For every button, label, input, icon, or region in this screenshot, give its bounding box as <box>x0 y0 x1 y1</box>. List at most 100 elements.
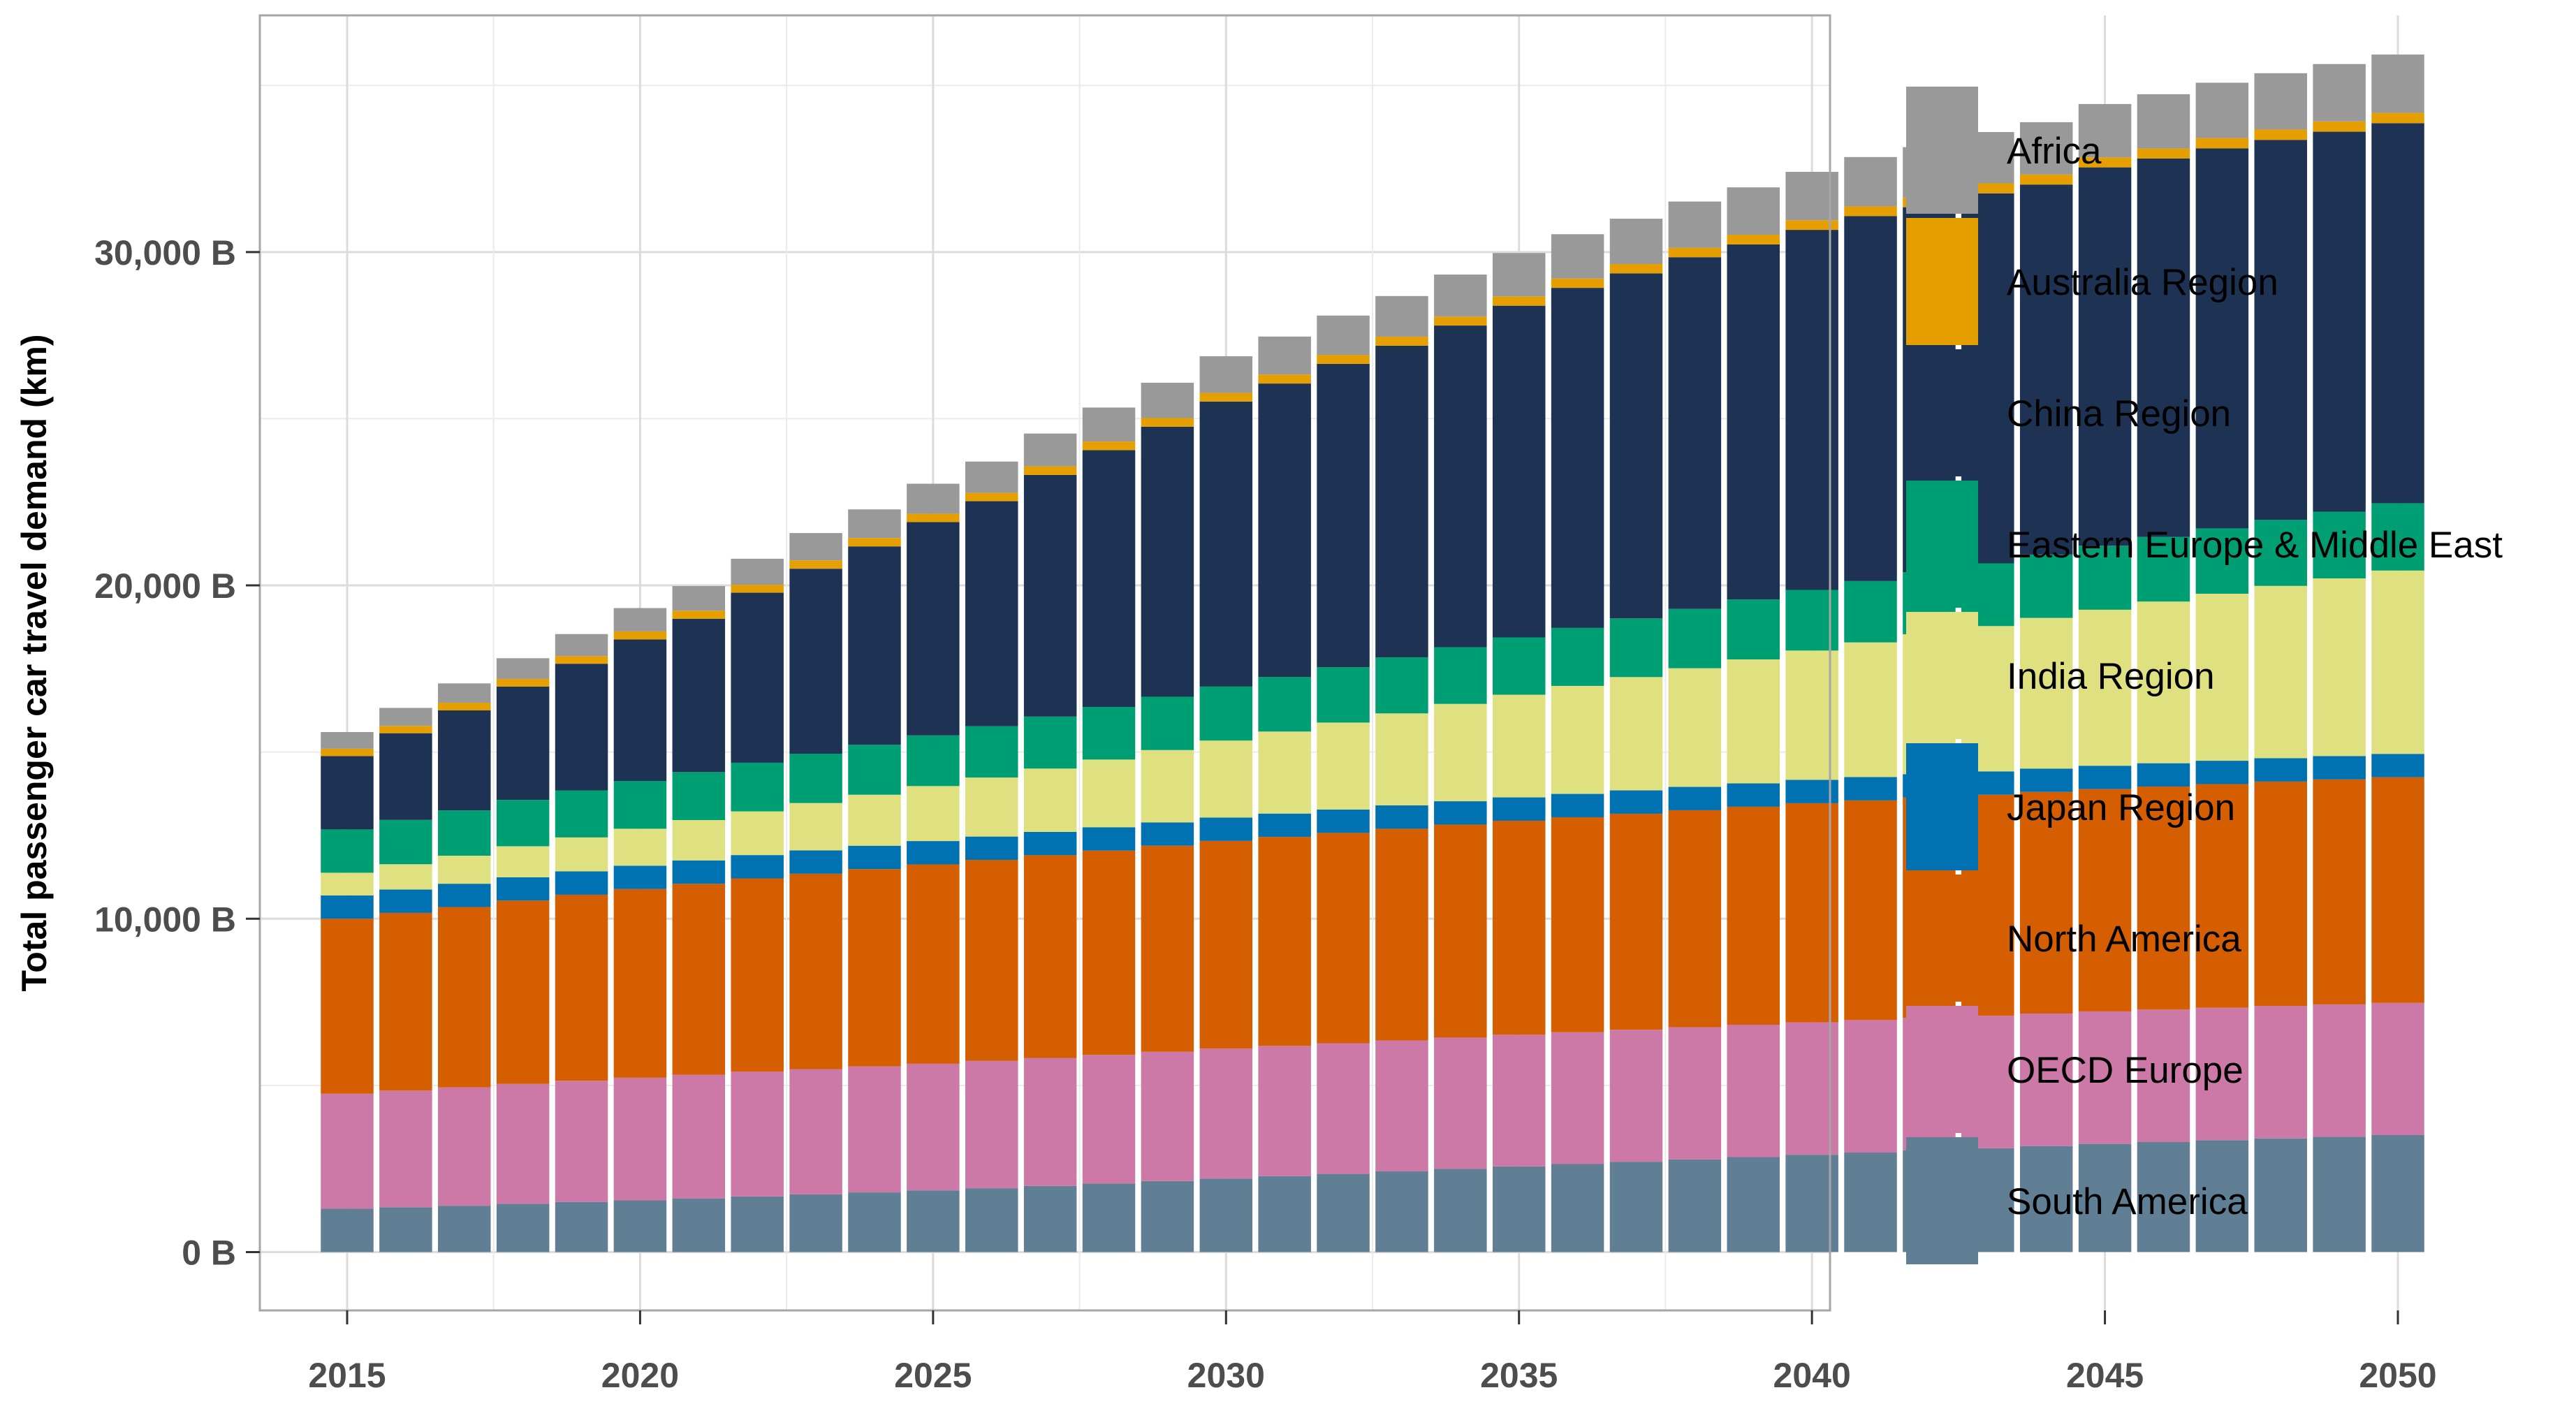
bar-segment <box>1199 817 1253 841</box>
bar-segment <box>965 1060 1018 1189</box>
bar-segment <box>1551 1032 1604 1164</box>
bar-segment <box>672 1198 726 1252</box>
bar-segment <box>1375 805 1428 829</box>
bar-segment <box>965 777 1018 837</box>
y-tick-label: 10,000 B <box>94 900 236 939</box>
bar-segment <box>1199 840 1253 1049</box>
bar-segment <box>965 492 1018 502</box>
bar-segment <box>496 1083 550 1204</box>
bar-segment <box>1668 787 1722 810</box>
bar-segment <box>907 513 960 522</box>
bar-segment <box>2137 536 2190 602</box>
bar-segment <box>1317 722 1370 810</box>
bar-segment <box>321 872 374 895</box>
bar-segment <box>321 756 374 830</box>
bar-segment <box>848 1192 901 1252</box>
bar-segment <box>1258 1046 1311 1176</box>
y-axis: 0 B 10,000 B 20,000 B 30,000 B <box>94 233 260 1272</box>
bar-segment <box>1844 216 1897 581</box>
bar-segment <box>1844 1020 1897 1153</box>
bar-segment <box>2078 1143 2132 1252</box>
legend-key <box>1906 743 1978 870</box>
bar-segment <box>2254 140 2307 520</box>
bar-segment <box>1375 657 1428 714</box>
bar-segment <box>2195 1007 2249 1141</box>
bar-segment <box>2137 601 2190 763</box>
legend-label: Australia Region <box>2007 262 2278 303</box>
bar-segment <box>438 810 491 856</box>
bar-segment <box>2078 766 2132 789</box>
bar-segment <box>379 708 432 726</box>
bar-segment <box>555 871 608 895</box>
bar-segment <box>438 907 491 1088</box>
bar-segment <box>907 1063 960 1191</box>
bar-segment <box>1082 827 1136 851</box>
bar-segment <box>1434 703 1487 802</box>
bar-segment <box>907 841 960 865</box>
bar-segment <box>321 829 374 873</box>
legend-key <box>1906 87 1978 214</box>
bar-segment <box>731 878 784 1072</box>
bar-segment <box>1317 363 1370 668</box>
bar-segment <box>321 748 374 756</box>
bar-segment <box>965 1188 1018 1252</box>
bar-segment <box>789 873 842 1069</box>
bar-segment <box>555 664 608 791</box>
bar-segment <box>672 820 726 861</box>
bar-segment <box>1609 677 1663 791</box>
bar-segment <box>1023 474 1077 717</box>
bar-segment <box>1317 315 1370 356</box>
bar-segment <box>2313 511 2366 579</box>
legend-label: India Region <box>2007 656 2215 697</box>
bar-segment <box>2019 174 2073 185</box>
bar-segment <box>2313 756 2366 780</box>
bar-segment <box>1199 1178 1253 1252</box>
bar-segment <box>1609 219 1663 264</box>
bar-segment <box>731 762 784 812</box>
bar-segment <box>1551 685 1604 794</box>
x-tick-label: 2040 <box>1773 1356 1851 1395</box>
bar-segment <box>2078 157 2132 168</box>
legend-label: Africa <box>2007 131 2102 172</box>
bar-segment <box>1492 296 1546 306</box>
bar-segment <box>613 781 667 829</box>
bar-segment <box>438 856 491 884</box>
bar-segment <box>1551 627 1604 686</box>
bar-segment <box>965 501 1018 726</box>
bar-segment <box>1492 1035 1546 1167</box>
bar-segment <box>1844 580 1897 643</box>
bar-segment <box>2313 64 2366 122</box>
bar-segment <box>1844 642 1897 777</box>
bar-segment <box>2371 754 2424 777</box>
legend-key <box>1906 481 1978 608</box>
bar-segment <box>2254 73 2307 130</box>
bar-segment <box>1844 206 1897 217</box>
bar-segment <box>2137 1142 2190 1252</box>
bar-segment <box>496 686 550 800</box>
x-tick-label: 2045 <box>2066 1356 2144 1395</box>
bar-segment <box>2371 112 2424 124</box>
bar-segment <box>789 560 842 569</box>
bar-segment <box>907 1190 960 1252</box>
bar-segment <box>1492 1166 1546 1252</box>
bar-segment <box>613 828 667 866</box>
bar-segment <box>1258 336 1311 375</box>
bar-segment <box>672 618 726 773</box>
bar-segment <box>2195 593 2249 761</box>
bar-segment <box>1258 383 1311 678</box>
bar-segment <box>321 1093 374 1209</box>
bar-segment <box>1727 783 1780 807</box>
bar-segment <box>1375 295 1428 337</box>
bar-segment <box>1609 1030 1663 1162</box>
bar-segment <box>438 683 491 703</box>
bar-segment <box>1375 337 1428 346</box>
bar-segment <box>672 884 726 1075</box>
bar-segment <box>1609 1162 1663 1252</box>
bar-segment <box>1082 407 1136 442</box>
x-tick-label: 2050 <box>2359 1356 2436 1395</box>
bar-segment <box>1141 1180 1194 1252</box>
bar-segment <box>2019 1146 2073 1252</box>
bar-segment <box>1727 599 1780 659</box>
bar-segment <box>379 889 432 913</box>
bar-segment <box>907 522 960 736</box>
